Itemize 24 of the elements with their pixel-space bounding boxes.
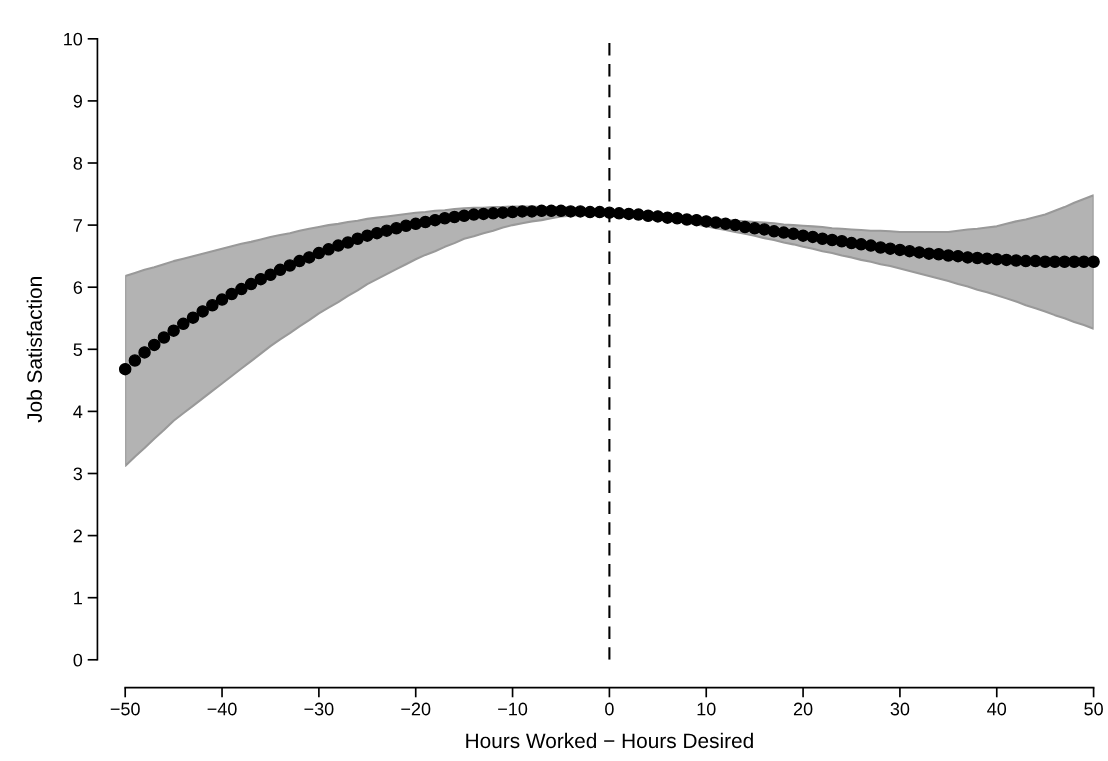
x-axis-title: Hours Worked − Hours Desired	[466, 732, 753, 749]
x-tick-label: −30	[304, 702, 334, 716]
x-tick-label: −10	[498, 702, 528, 716]
x-tick-label: 0	[605, 702, 614, 716]
y-tick-label: 0	[73, 653, 83, 667]
x-tick-label: 40	[987, 702, 1007, 716]
y-tick-label: 4	[73, 405, 83, 418]
x-tick-label: 10	[697, 702, 716, 716]
x-tick-label: 50	[1084, 702, 1103, 716]
y-tick-label: 10	[64, 32, 83, 46]
y-tick-label: 3	[73, 467, 83, 481]
y-tick-label: 5	[73, 343, 83, 357]
y-tick-label: 1	[74, 591, 82, 605]
y-tick-label: 2	[73, 529, 82, 543]
y-tick-label: 9	[73, 94, 82, 108]
y-tick-label: 8	[73, 156, 83, 170]
x-tick-label: 30	[890, 702, 910, 716]
x-tick-label: 20	[793, 702, 813, 716]
y-tick-label: 7	[73, 219, 82, 232]
x-tick-label: −20	[401, 702, 431, 716]
x-tick-label: −40	[207, 702, 237, 716]
y-tick-label: 6	[73, 281, 83, 294]
x-tick-label: −50	[110, 702, 140, 716]
y-axis-title: Job Satisfaction	[26, 277, 42, 423]
